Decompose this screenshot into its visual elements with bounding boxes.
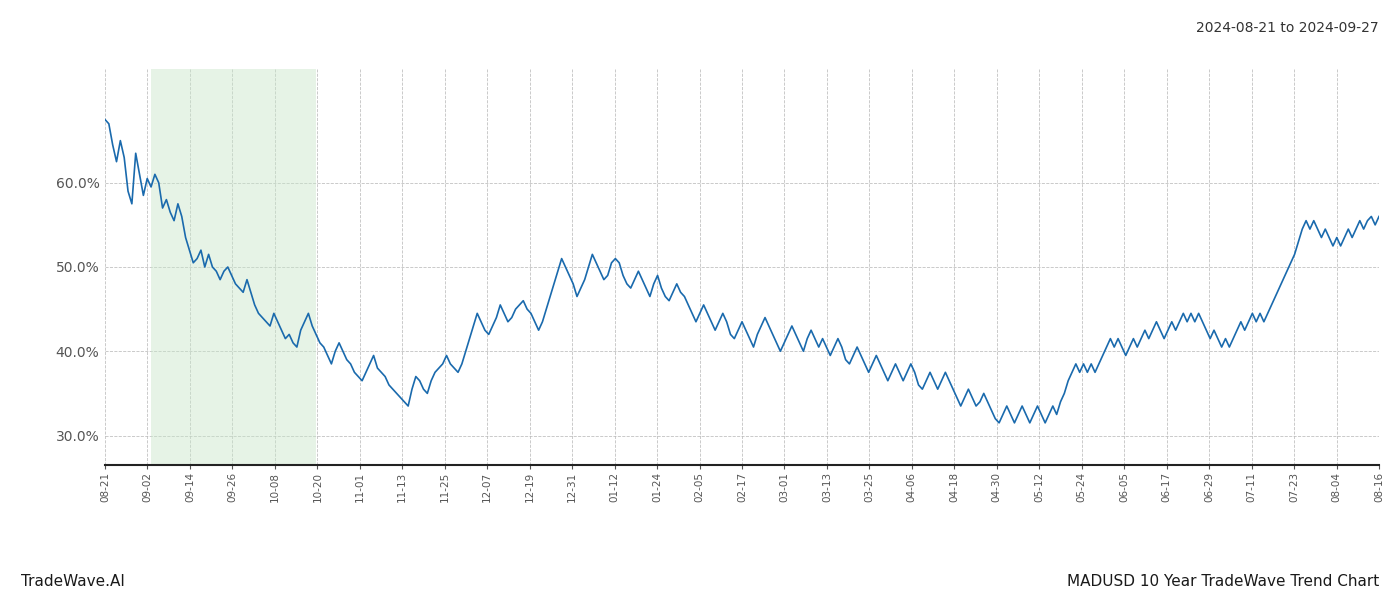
- Bar: [151, 69, 316, 465]
- Text: MADUSD 10 Year TradeWave Trend Chart: MADUSD 10 Year TradeWave Trend Chart: [1067, 574, 1379, 589]
- Text: TradeWave.AI: TradeWave.AI: [21, 574, 125, 589]
- Text: 2024-08-21 to 2024-09-27: 2024-08-21 to 2024-09-27: [1197, 21, 1379, 35]
